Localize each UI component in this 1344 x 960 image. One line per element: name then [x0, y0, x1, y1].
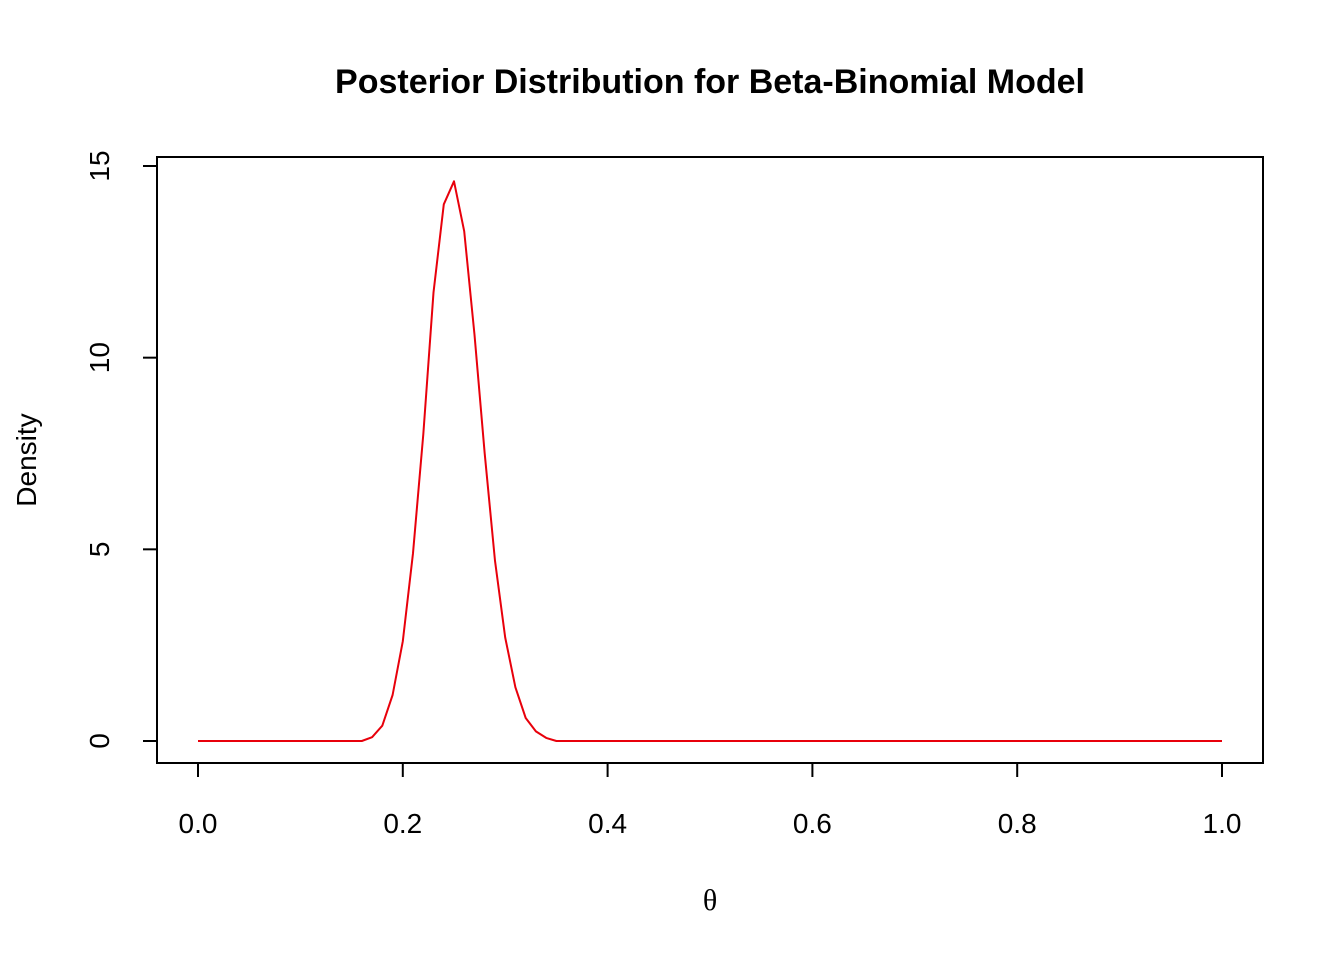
x-axis: 0.0 0.2 0.4 0.6 0.8 1.0	[179, 762, 1242, 839]
x-tick-label: 0.2	[383, 808, 422, 839]
y-axis-label: Density	[11, 413, 42, 506]
chart-title: Posterior Distribution for Beta-Binomial…	[335, 63, 1085, 101]
posterior-density-line	[198, 180, 1222, 742]
y-tick-label: 15	[84, 150, 115, 181]
x-tick-label: 0.0	[179, 808, 218, 839]
y-tick-label: 10	[84, 342, 115, 373]
y-axis: 0 5 10 15	[84, 150, 158, 749]
x-axis-label: θ	[703, 884, 717, 917]
plot-frame	[156, 156, 1264, 764]
x-tick-label: 0.6	[793, 808, 832, 839]
y-tick-label: 0	[84, 733, 115, 749]
x-tick-label: 0.8	[998, 808, 1037, 839]
x-tick-label: 0.4	[588, 808, 627, 839]
x-tick-label: 1.0	[1203, 808, 1242, 839]
y-tick-label: 5	[84, 542, 115, 558]
